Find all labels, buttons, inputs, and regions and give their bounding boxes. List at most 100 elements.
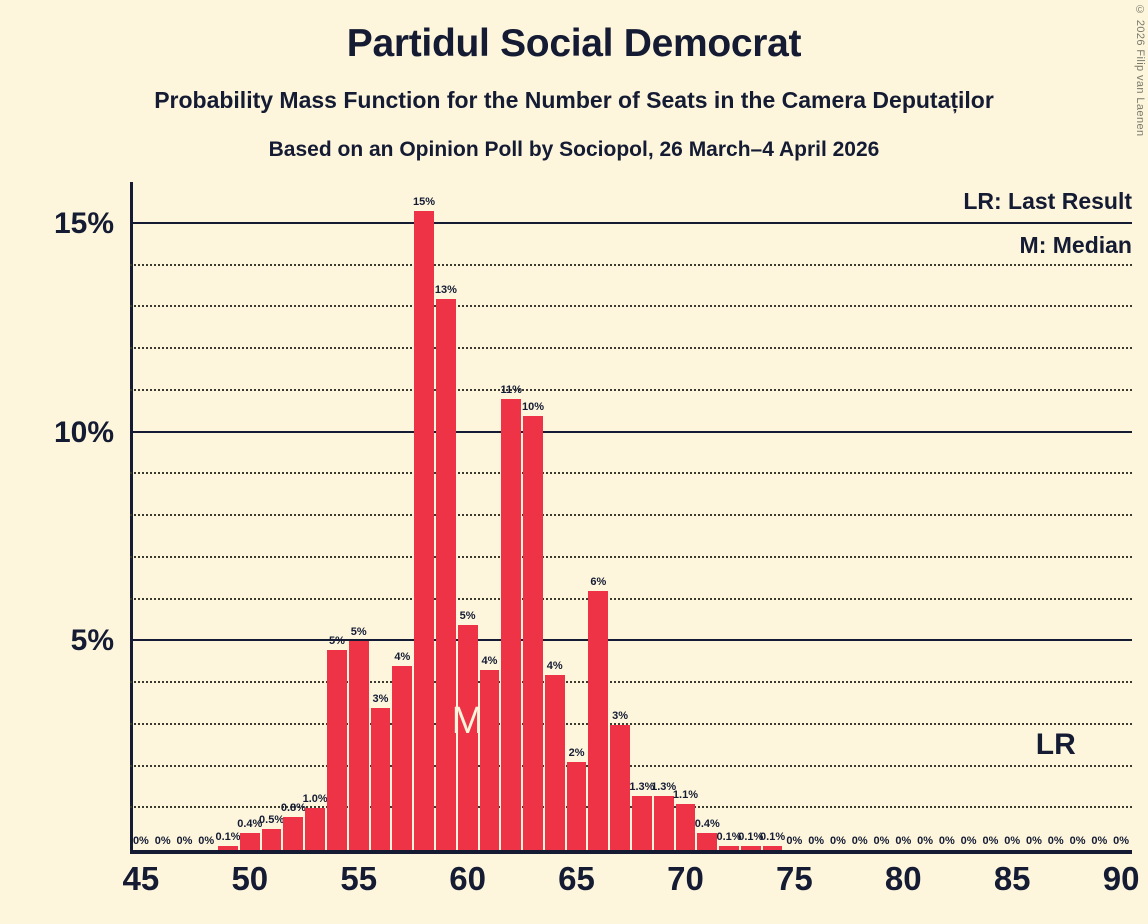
bar-slot-seat-56[interactable]: 3% <box>370 182 392 850</box>
x-axis-tick-60: 60 <box>449 860 486 897</box>
median-marker: M <box>451 700 484 742</box>
bar-slot-seat-81[interactable]: 0% <box>914 182 936 850</box>
bar-slot-seat-71[interactable]: 0.4% <box>695 182 720 850</box>
bar-seat-57[interactable] <box>392 666 413 850</box>
bar-seat-59[interactable] <box>435 298 456 850</box>
bar-slot-seat-51[interactable]: 0.5% <box>259 182 285 850</box>
bar-slot-seat-69[interactable]: 1.3% <box>651 182 677 850</box>
gridline-13 <box>130 305 1132 308</box>
bar-slot-seat-58[interactable]: 15% <box>413 182 435 850</box>
gridline-4 <box>130 681 1132 683</box>
bar-seat-70[interactable] <box>675 804 696 850</box>
bar-slot-seat-57[interactable]: 4% <box>391 182 413 850</box>
bar-value-label-seat-83: 0% <box>960 835 977 847</box>
x-axis-tick-65: 65 <box>558 860 595 897</box>
bar-slot-seat-78[interactable]: 0% <box>849 182 871 850</box>
bar-seat-64[interactable] <box>544 674 565 850</box>
bar-seat-49[interactable] <box>218 845 238 850</box>
bar-seat-63[interactable] <box>523 415 543 850</box>
bar-seat-54[interactable] <box>327 649 347 850</box>
bar-value-label-seat-66: 6% <box>590 576 607 589</box>
bar-slot-seat-53[interactable]: 1.0% <box>303 182 328 850</box>
bar-seat-72[interactable] <box>719 845 739 850</box>
bar-slot-seat-65[interactable]: 2% <box>566 182 588 850</box>
bar-slot-seat-90[interactable]: 0% <box>1110 182 1132 850</box>
bar-slot-seat-55[interactable]: 5% <box>348 182 370 850</box>
bar-seat-53[interactable] <box>305 808 326 850</box>
bar-slot-seat-64[interactable]: 4% <box>544 182 566 850</box>
bar-slot-seat-59[interactable]: 13% <box>435 182 457 850</box>
bar-slot-seat-89[interactable]: 0% <box>1088 182 1110 850</box>
legend-last-result: LR: Last Result <box>963 188 1132 214</box>
bar-value-label-seat-51: 0.5% <box>259 814 285 827</box>
bar-value-label-seat-70: 1.1% <box>672 789 698 802</box>
bar-slot-seat-82[interactable]: 0% <box>936 182 958 850</box>
bar-slot-seat-84[interactable]: 0% <box>980 182 1002 850</box>
bar-slot-seat-88[interactable]: 0% <box>1067 182 1089 850</box>
bar-slot-seat-68[interactable]: 1.3% <box>629 182 654 850</box>
bar-slot-seat-50[interactable]: 0.4% <box>237 182 262 850</box>
bar-slot-seat-66[interactable]: 6% <box>587 182 609 850</box>
bar-seat-71[interactable] <box>697 833 718 850</box>
bar-seat-58[interactable] <box>414 211 434 850</box>
bar-seat-62[interactable] <box>501 399 522 850</box>
bar-seat-67[interactable] <box>610 724 630 850</box>
bar-seat-66[interactable] <box>588 591 609 850</box>
bar-seat-55[interactable] <box>348 641 369 850</box>
bar-slot-seat-74[interactable]: 0.1% <box>760 182 785 850</box>
bar-slot-seat-83[interactable]: 0% <box>958 182 980 850</box>
bar-slot-seat-85[interactable]: 0% <box>1001 182 1023 850</box>
bar-seat-69[interactable] <box>653 795 674 850</box>
bar-value-label-seat-48: 0% <box>198 835 215 847</box>
bar-slot-seat-77[interactable]: 0% <box>827 182 849 850</box>
gridline-12 <box>130 347 1132 349</box>
gridline-9 <box>130 472 1132 475</box>
bar-slot-seat-45[interactable]: 0% <box>130 182 152 850</box>
bar-slot-seat-72[interactable]: 0.1% <box>716 182 742 850</box>
bar-slot-seat-75[interactable]: 0% <box>783 182 805 850</box>
bar-seat-74[interactable] <box>762 845 783 850</box>
bar-value-label-seat-45: 0% <box>132 835 149 847</box>
bar-slot-seat-79[interactable]: 0% <box>871 182 893 850</box>
bar-slot-seat-61[interactable]: 4% <box>479 182 501 850</box>
bar-value-label-seat-46: 0% <box>154 835 171 847</box>
bar-slot-seat-46[interactable]: 0% <box>152 182 174 850</box>
bar-slot-seat-48[interactable]: 0% <box>195 182 217 850</box>
bar-value-label-seat-80: 0% <box>895 835 912 847</box>
bar-value-label-seat-56: 3% <box>372 693 389 706</box>
bar-slot-seat-47[interactable]: 0% <box>174 182 196 850</box>
bar-seat-68[interactable] <box>632 795 652 850</box>
bar-seat-50[interactable] <box>239 833 260 850</box>
gridline-10 <box>130 430 1132 433</box>
bar-value-label-seat-61: 4% <box>481 655 498 668</box>
bar-slot-seat-67[interactable]: 3% <box>609 182 631 850</box>
bar-slot-seat-73[interactable]: 0.1% <box>738 182 763 850</box>
bar-slot-seat-60[interactable]: 5% M <box>452 182 483 850</box>
bar-seat-60[interactable] <box>457 624 478 850</box>
bar-seat-56[interactable] <box>370 708 391 850</box>
bar-slot-seat-49[interactable]: 0.1% <box>215 182 241 850</box>
bar-slot-seat-54[interactable]: 5% <box>326 182 348 850</box>
bar-value-label-seat-84: 0% <box>982 835 999 847</box>
bar-slot-seat-80[interactable]: 0% <box>892 182 914 850</box>
bar-slot-seat-52[interactable]: 0.8% <box>280 182 306 850</box>
bar-seat-65[interactable] <box>566 762 587 850</box>
legend-median: M: Median <box>1019 232 1132 258</box>
bar-slot-seat-62[interactable]: 11% <box>500 182 522 850</box>
bar-slot-seat-70[interactable]: 1.1% <box>672 182 698 850</box>
bar-slot-seat-63[interactable]: 10% <box>522 182 544 850</box>
gridline-1 <box>130 806 1132 809</box>
bar-value-label-seat-52: 0.8% <box>280 801 306 814</box>
bar-seat-52[interactable] <box>283 816 304 850</box>
bar-seat-51[interactable] <box>261 829 282 850</box>
bar-slot-seat-76[interactable]: 0% <box>805 182 827 850</box>
bar-slot-seat-86[interactable]: 0% <box>1023 182 1045 850</box>
bar-seat-61[interactable] <box>479 670 500 850</box>
bar-value-label-seat-69: 1.3% <box>651 780 677 793</box>
bar-series: 0% 0% 0% 0% 0.1% 0.4% 0.5% 0.8% 1.0% 5% 5% 3% 4% 15% 1… <box>130 182 1132 850</box>
bar-seat-73[interactable] <box>740 845 761 850</box>
gridline-6 <box>130 597 1132 600</box>
chart-subtitle: Probability Mass Function for the Number… <box>154 87 994 113</box>
bar-slot-seat-87[interactable]: 0% LR <box>1036 182 1076 850</box>
